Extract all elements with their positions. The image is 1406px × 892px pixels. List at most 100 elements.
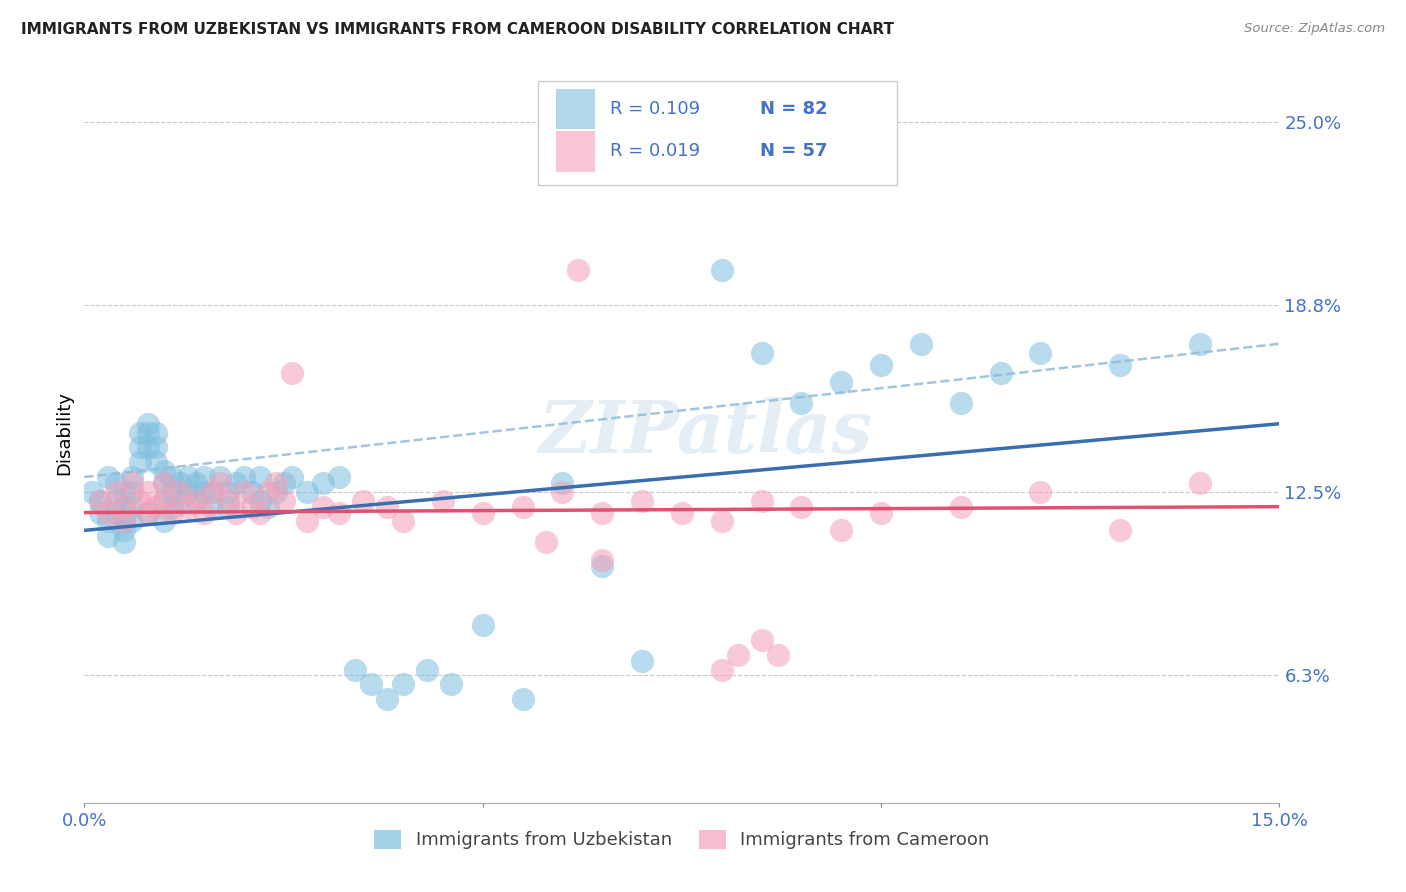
Point [273, 475, 295, 490]
Point [1029, 345, 1052, 359]
Point [710, 663, 733, 677]
Point [249, 506, 271, 520]
Point [375, 500, 398, 514]
Point [280, 367, 302, 381]
Point [112, 515, 135, 529]
Point [121, 484, 143, 499]
Point [97, 515, 120, 529]
Point [136, 484, 159, 499]
Text: R = 0.019: R = 0.019 [610, 143, 700, 161]
Point [591, 558, 613, 573]
Point [232, 484, 254, 499]
Point [273, 493, 295, 508]
Point [240, 484, 263, 499]
Point [432, 493, 454, 508]
Point [312, 475, 335, 490]
Point [591, 553, 613, 567]
Point [567, 262, 589, 277]
Point [112, 484, 135, 499]
Point [392, 677, 415, 691]
Point [830, 524, 852, 538]
Point [344, 663, 367, 677]
Point [727, 648, 749, 662]
Point [225, 475, 247, 490]
Point [240, 500, 263, 514]
Point [193, 506, 215, 520]
Point [169, 475, 191, 490]
Point [312, 500, 335, 514]
Point [1109, 524, 1132, 538]
Point [949, 396, 972, 410]
Point [710, 515, 733, 529]
Point [217, 484, 239, 499]
Point [249, 493, 271, 508]
Point [297, 515, 319, 529]
Point [112, 500, 135, 514]
Point [201, 500, 224, 514]
Point [129, 455, 152, 469]
Point [193, 470, 215, 484]
Point [910, 336, 932, 351]
Point [145, 455, 167, 469]
Point [97, 506, 120, 520]
Point [112, 524, 135, 538]
Point [201, 484, 224, 499]
Point [136, 417, 159, 431]
Point [136, 425, 159, 440]
Point [790, 396, 813, 410]
Point [97, 529, 120, 543]
Text: N = 82: N = 82 [759, 100, 827, 118]
Point [512, 692, 534, 706]
Point [217, 493, 239, 508]
Point [328, 506, 350, 520]
Point [471, 506, 494, 520]
Point [184, 493, 207, 508]
Y-axis label: Disability: Disability [55, 391, 73, 475]
Point [97, 470, 120, 484]
Point [1109, 358, 1132, 372]
Point [153, 475, 176, 490]
Point [671, 506, 693, 520]
Point [177, 500, 200, 514]
Point [177, 484, 200, 499]
Point [105, 475, 128, 490]
Point [184, 475, 207, 490]
Point [591, 506, 613, 520]
Point [129, 441, 152, 455]
Point [710, 262, 733, 277]
FancyBboxPatch shape [538, 81, 897, 185]
Point [631, 654, 654, 668]
Point [153, 515, 176, 529]
Legend: Immigrants from Uzbekistan, Immigrants from Cameroon: Immigrants from Uzbekistan, Immigrants f… [367, 823, 997, 856]
Text: R = 0.109: R = 0.109 [610, 100, 700, 118]
Text: ZIPatlas: ZIPatlas [538, 397, 873, 468]
Point [201, 484, 224, 499]
Point [870, 506, 893, 520]
Point [352, 493, 374, 508]
Point [160, 484, 183, 499]
Point [631, 493, 654, 508]
Point [208, 470, 231, 484]
Point [264, 484, 287, 499]
Point [184, 493, 207, 508]
Point [551, 475, 574, 490]
Point [790, 500, 813, 514]
Point [264, 475, 287, 490]
Point [870, 358, 893, 372]
Point [129, 425, 152, 440]
Point [153, 493, 176, 508]
Point [105, 506, 128, 520]
Point [328, 470, 350, 484]
Point [193, 484, 215, 499]
Point [512, 500, 534, 514]
Text: IMMIGRANTS FROM UZBEKISTAN VS IMMIGRANTS FROM CAMEROON DISABILITY CORRELATION CH: IMMIGRANTS FROM UZBEKISTAN VS IMMIGRANTS… [21, 22, 894, 37]
Point [89, 493, 111, 508]
Point [225, 506, 247, 520]
Point [1188, 336, 1211, 351]
Point [440, 677, 463, 691]
Point [169, 493, 191, 508]
Point [153, 493, 176, 508]
Point [177, 470, 200, 484]
Point [89, 493, 111, 508]
Point [416, 663, 439, 677]
